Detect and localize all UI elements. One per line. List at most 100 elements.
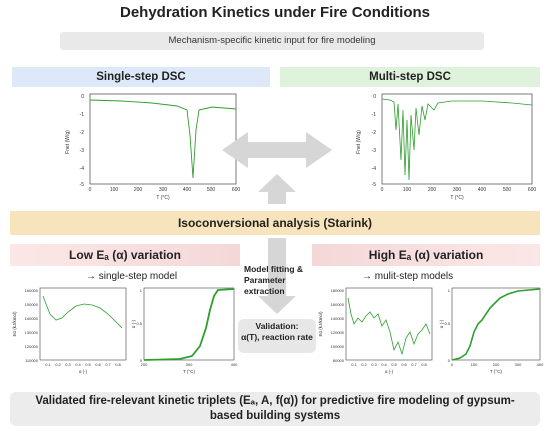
low-variation-banner: Low Eₐ (α) variation <box>10 244 240 266</box>
svg-text:0.7: 0.7 <box>105 362 111 367</box>
svg-text:0.1: 0.1 <box>351 362 357 367</box>
dsc-xlabel: T (°C) <box>156 195 170 201</box>
alpha-xlabel-high: T (°C) <box>490 369 502 374</box>
svg-text:-3: -3 <box>372 148 377 154</box>
ea-xlabel: α (-) <box>79 369 88 374</box>
svg-text:0.4: 0.4 <box>381 362 387 367</box>
svg-text:160000: 160000 <box>25 288 39 293</box>
ea-ylabel-high: Eα (kJ/kmol) <box>318 311 323 337</box>
svg-text:400: 400 <box>537 362 544 367</box>
svg-text:0.3: 0.3 <box>371 362 377 367</box>
svg-text:600: 600 <box>232 187 241 193</box>
high-ea-alpha-plot: 180000 160000 140000 120000 100000 80000… <box>318 287 433 374</box>
low-ea-alpha-plot: 160000 150000 140000 130000 120000 11000… <box>12 287 127 374</box>
svg-text:0.3: 0.3 <box>65 362 71 367</box>
model-fitting-line1: Model fitting & <box>244 264 304 274</box>
svg-text:-2: -2 <box>372 130 377 136</box>
bottom-summary-line2: based building systems <box>209 410 341 422</box>
single-step-model-label: → single-step model <box>86 271 178 282</box>
svg-text:0: 0 <box>89 187 92 193</box>
svg-text:0: 0 <box>451 362 454 367</box>
svg-text:140000: 140000 <box>25 316 39 321</box>
ea-ylabel: Eα (kJ/kmol) <box>12 311 17 337</box>
svg-text:140000: 140000 <box>331 316 345 321</box>
single-step-dsc-plot: 0 -1 -2 -3 -4 -5 0 100 200 300 400 500 6… <box>65 93 241 201</box>
svg-text:300: 300 <box>515 362 522 367</box>
svg-text:100: 100 <box>110 187 119 193</box>
svg-text:0.2: 0.2 <box>361 362 367 367</box>
svg-text:0: 0 <box>448 358 451 363</box>
svg-text:300: 300 <box>186 362 193 367</box>
low-alpha-temperature-plot: 1 0.5 0 200 300 400 α (-) T (°C) <box>131 287 238 374</box>
alpha-ylabel: α (-) <box>131 319 136 328</box>
svg-text:0.4: 0.4 <box>75 362 81 367</box>
svg-text:0.6: 0.6 <box>401 362 407 367</box>
svg-text:0: 0 <box>373 94 376 100</box>
svg-text:-5: -5 <box>372 182 377 188</box>
multi-step-dsc-plot: 0 -1 -2 -3 -4 -5 0 100 200 300 400 500 6… <box>356 93 537 201</box>
multi-step-dsc-header: Multi-step DSC <box>280 67 540 87</box>
svg-text:0.5: 0.5 <box>391 362 397 367</box>
svg-text:-1: -1 <box>372 112 377 118</box>
svg-text:0.8: 0.8 <box>115 362 121 367</box>
svg-text:0.5: 0.5 <box>136 321 142 326</box>
svg-text:100000: 100000 <box>331 344 345 349</box>
high-variation-banner: High Eₐ (α) variation <box>312 244 540 266</box>
svg-text:1: 1 <box>140 288 143 293</box>
dsc-xlabel-multi: T (°C) <box>450 195 464 201</box>
svg-text:160000: 160000 <box>331 302 345 307</box>
svg-text:-5: -5 <box>80 182 85 188</box>
single-step-dsc-header: Single-step DSC <box>12 67 270 87</box>
dsc-ylabel: Fnet (W/g) <box>65 130 71 154</box>
svg-text:-3: -3 <box>80 148 85 154</box>
svg-text:400: 400 <box>478 187 487 193</box>
validation-line2: α(T), reaction rate <box>241 332 313 342</box>
svg-text:-4: -4 <box>80 166 85 172</box>
bottom-summary-box: Validated fire-relevant kinetic triplets… <box>10 392 540 426</box>
upper-vertical-arrow <box>258 174 296 204</box>
svg-text:300: 300 <box>453 187 462 193</box>
svg-text:100: 100 <box>403 187 412 193</box>
svg-text:150000: 150000 <box>25 302 39 307</box>
svg-text:80000: 80000 <box>333 358 345 363</box>
svg-text:-2: -2 <box>80 130 85 136</box>
alpha-xlabel: T (°C) <box>183 369 195 374</box>
svg-text:0.8: 0.8 <box>421 362 427 367</box>
horizontal-double-arrow <box>222 132 332 168</box>
svg-text:120000: 120000 <box>25 344 39 349</box>
svg-text:120000: 120000 <box>331 330 345 335</box>
svg-text:0: 0 <box>81 94 84 100</box>
svg-text:180000: 180000 <box>331 288 345 293</box>
subtitle-banner: Mechanism-specific kinetic input for fir… <box>60 32 484 50</box>
svg-text:0.5: 0.5 <box>85 362 91 367</box>
model-fitting-line2: Parameter extraction <box>244 275 286 296</box>
svg-text:200: 200 <box>428 187 437 193</box>
svg-text:600: 600 <box>528 187 537 193</box>
svg-text:110000: 110000 <box>25 358 39 363</box>
alpha-ylabel-high: α (-) <box>439 319 444 328</box>
svg-text:500: 500 <box>503 187 512 193</box>
isoconversional-banner: Isoconversional analysis (Starink) <box>10 211 540 235</box>
model-fitting-label: Model fitting & Parameter extraction <box>244 264 324 297</box>
multi-step-models-label: → mulit-step models <box>362 271 454 282</box>
dsc-ylabel-multi: Fnet (W/g) <box>356 130 362 154</box>
svg-text:100: 100 <box>471 362 478 367</box>
svg-text:1: 1 <box>448 288 451 293</box>
svg-text:400: 400 <box>231 362 238 367</box>
svg-text:0.5: 0.5 <box>444 321 450 326</box>
ea-xlabel-high: α (-) <box>385 369 394 374</box>
svg-text:500: 500 <box>207 187 216 193</box>
page-title: Dehydration Kinetics under Fire Conditio… <box>119 4 431 21</box>
svg-text:0.6: 0.6 <box>95 362 101 367</box>
bottom-summary-line1: Validated fire-relevant kinetic triplets… <box>35 395 515 407</box>
svg-text:0.1: 0.1 <box>45 362 51 367</box>
svg-text:200: 200 <box>141 362 148 367</box>
svg-text:300: 300 <box>159 187 168 193</box>
svg-text:0.2: 0.2 <box>55 362 61 367</box>
validation-line1: Validation: <box>255 321 299 331</box>
svg-text:0: 0 <box>140 358 143 363</box>
svg-text:200: 200 <box>134 187 143 193</box>
svg-text:-1: -1 <box>80 112 85 118</box>
lower-vertical-arrow <box>258 238 296 314</box>
